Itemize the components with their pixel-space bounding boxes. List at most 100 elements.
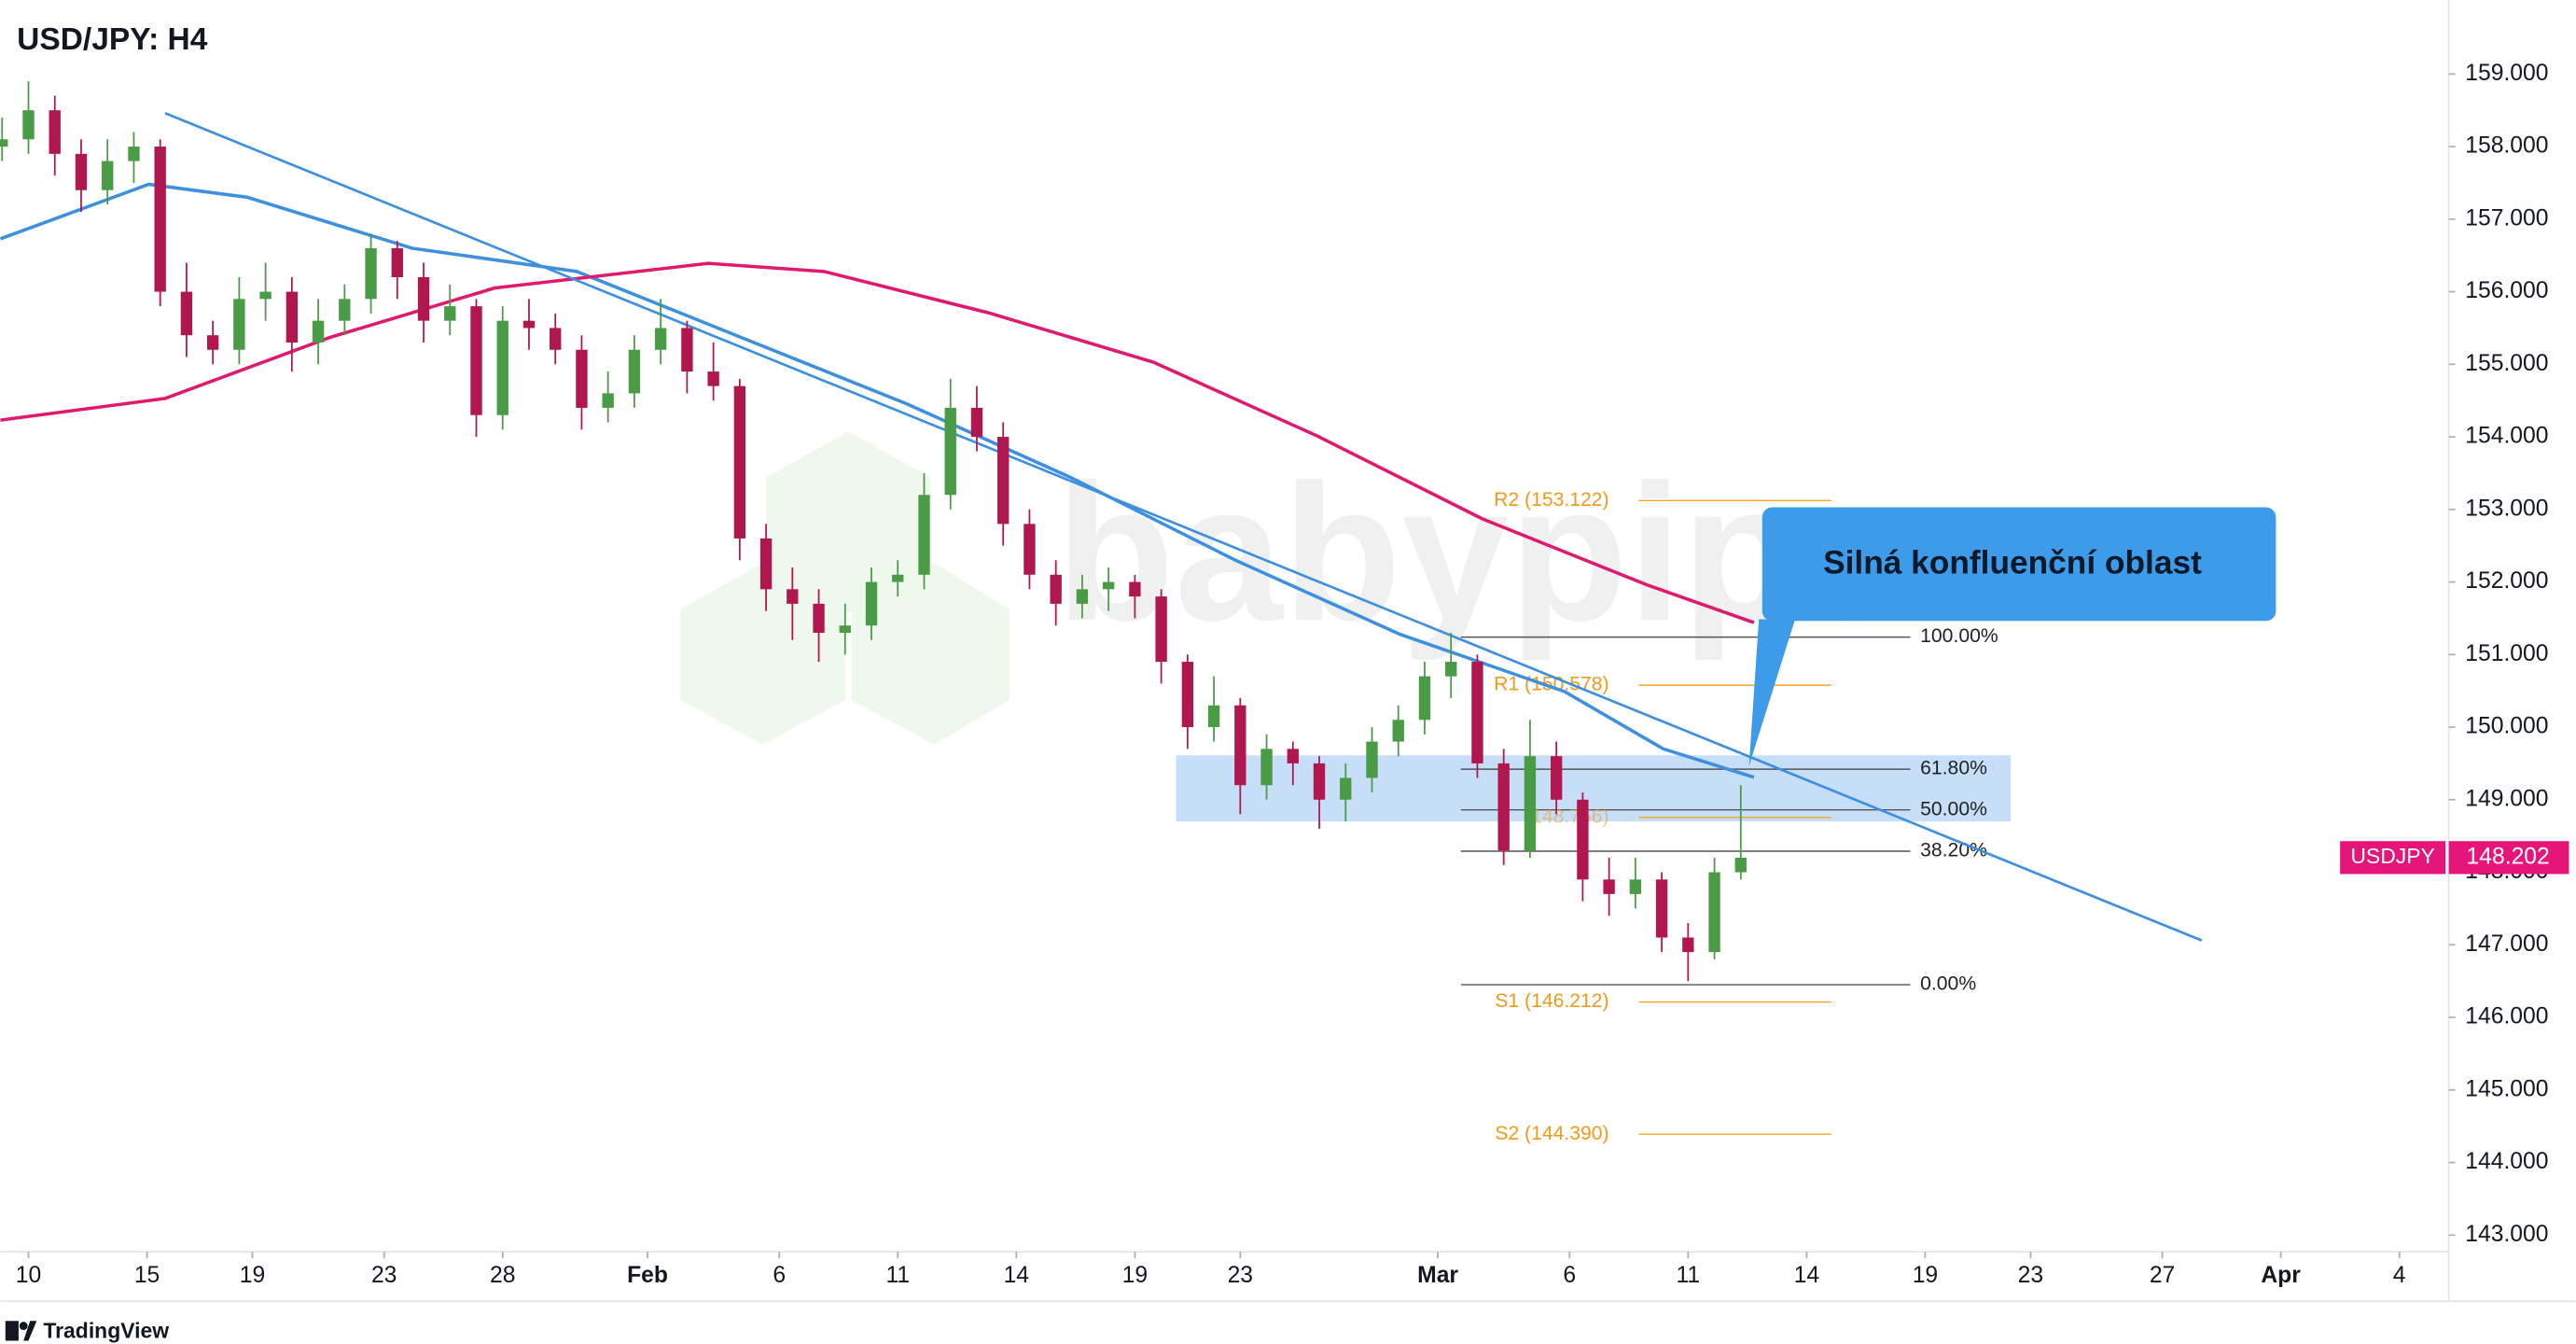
candle-body	[681, 328, 693, 372]
chart-title: USD/JPY: H4	[17, 22, 208, 57]
annotation-pointer	[1748, 619, 1796, 766]
price-tag-value: 148.202	[2467, 844, 2550, 869]
candle-body	[470, 306, 482, 415]
x-tick-label: Feb	[627, 1263, 668, 1288]
candle-body	[1287, 749, 1299, 763]
y-tick-label: 151.000	[2465, 641, 2548, 666]
plot: 143.000144.000145.000146.000147.000148.0…	[0, 61, 2549, 1288]
candle-body	[1734, 857, 1747, 873]
candle-body	[444, 306, 456, 321]
price-tag-box	[2448, 841, 2569, 875]
candle-body	[550, 328, 562, 350]
x-tick-label: 6	[1563, 1263, 1576, 1288]
candle-body	[0, 139, 8, 147]
candle-body	[918, 495, 930, 575]
candle-body	[1471, 662, 1483, 763]
candle-body	[654, 328, 667, 350]
pivot-label: R1 (150.578)	[1494, 674, 1609, 695]
candle-body	[496, 320, 508, 415]
candle-body	[1260, 749, 1273, 786]
candle-body	[997, 437, 1010, 525]
trendline	[164, 112, 2203, 942]
moving-average	[0, 182, 1755, 779]
candle-body	[602, 393, 614, 408]
candle-body	[1050, 574, 1062, 604]
x-tick-label: 19	[1913, 1263, 1938, 1288]
candle-body	[1340, 777, 1352, 800]
candle-body	[339, 299, 351, 321]
candle-body	[1629, 879, 1642, 894]
y-tick-label: 155.000	[2465, 351, 2548, 376]
candle-body	[707, 371, 719, 386]
y-tick-label: 154.000	[2465, 424, 2548, 449]
candle-body	[1524, 756, 1537, 851]
candle-body	[417, 277, 430, 321]
candle-body	[154, 147, 166, 292]
candle-body	[391, 247, 403, 278]
candle-body	[365, 247, 377, 300]
candle-body	[1234, 705, 1246, 786]
fib-label: 100.00%	[1920, 625, 1998, 647]
candle-body	[1655, 879, 1668, 938]
y-tick-label: 147.000	[2465, 931, 2548, 957]
price-tag-symbol: USDJPY	[2350, 844, 2435, 868]
x-tick-label: Apr	[2261, 1263, 2301, 1288]
candle-body	[522, 320, 536, 329]
x-tick-label: 23	[371, 1263, 397, 1288]
candle-body	[1366, 741, 1378, 778]
candle-body	[1577, 799, 1589, 880]
candle-body	[49, 110, 61, 154]
candle-body	[970, 407, 983, 438]
watermark-logo	[680, 431, 1010, 745]
y-tick-label: 158.000	[2465, 133, 2548, 159]
moving-average	[0, 261, 1755, 624]
x-tick-label: Mar	[1417, 1263, 1458, 1288]
candle-body	[1181, 662, 1194, 728]
candle-body	[892, 574, 904, 582]
candle-body	[75, 153, 88, 190]
candle-body	[285, 291, 299, 343]
x-tick-label: 15	[134, 1263, 160, 1288]
x-tick-label: 23	[1228, 1263, 1253, 1288]
y-tick-label: 152.000	[2465, 568, 2548, 594]
y-tick-label: 146.000	[2465, 1004, 2548, 1029]
candle-body	[233, 299, 245, 350]
candle-body	[1708, 872, 1720, 953]
y-tick-label: 143.000	[2465, 1222, 2548, 1247]
candle-body	[312, 320, 325, 343]
x-tick-label: 19	[1122, 1263, 1148, 1288]
candle-body	[787, 589, 799, 604]
x-tick-label: 14	[1004, 1263, 1029, 1288]
x-tick-label: 27	[2150, 1263, 2175, 1288]
candle-body	[944, 407, 956, 496]
annotation-text: Silná konfluenční oblast	[1823, 545, 2202, 581]
x-tick-label: 11	[1677, 1263, 1701, 1288]
candle-body	[1313, 763, 1326, 800]
y-tick-label: 159.000	[2465, 61, 2548, 86]
candle-body	[1392, 720, 1404, 742]
candle-body	[1102, 581, 1115, 590]
y-tick-label: 157.000	[2465, 205, 2548, 231]
pivot-label: (148.756)	[1525, 805, 1609, 827]
x-tick-label: 6	[773, 1263, 786, 1288]
candle-body	[22, 110, 35, 140]
annotation-box	[1761, 507, 2277, 622]
x-tick-label: 11	[885, 1263, 910, 1288]
candle-body	[1682, 937, 1694, 953]
price-tag-symbol-box	[2340, 841, 2446, 875]
fib-label: 0.00%	[1920, 973, 1976, 995]
candle-body	[1550, 756, 1563, 800]
x-tick-label: 28	[490, 1263, 515, 1288]
y-tick-label: 153.000	[2465, 496, 2548, 521]
x-tick-label: 10	[16, 1263, 41, 1288]
x-tick-label: 14	[1794, 1263, 1819, 1288]
candle-body	[813, 603, 825, 633]
candle-body	[1129, 581, 1141, 597]
candle-body	[1023, 524, 1036, 575]
candle-body	[1076, 589, 1089, 604]
y-tick-label: 150.000	[2465, 714, 2548, 739]
footer-brand: TradingView	[43, 1319, 169, 1343]
candle-body	[865, 581, 878, 626]
